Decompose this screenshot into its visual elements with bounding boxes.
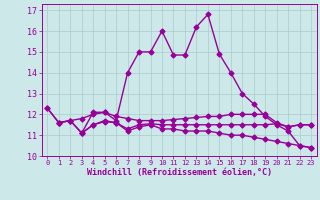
X-axis label: Windchill (Refroidissement éolien,°C): Windchill (Refroidissement éolien,°C) [87,168,272,177]
